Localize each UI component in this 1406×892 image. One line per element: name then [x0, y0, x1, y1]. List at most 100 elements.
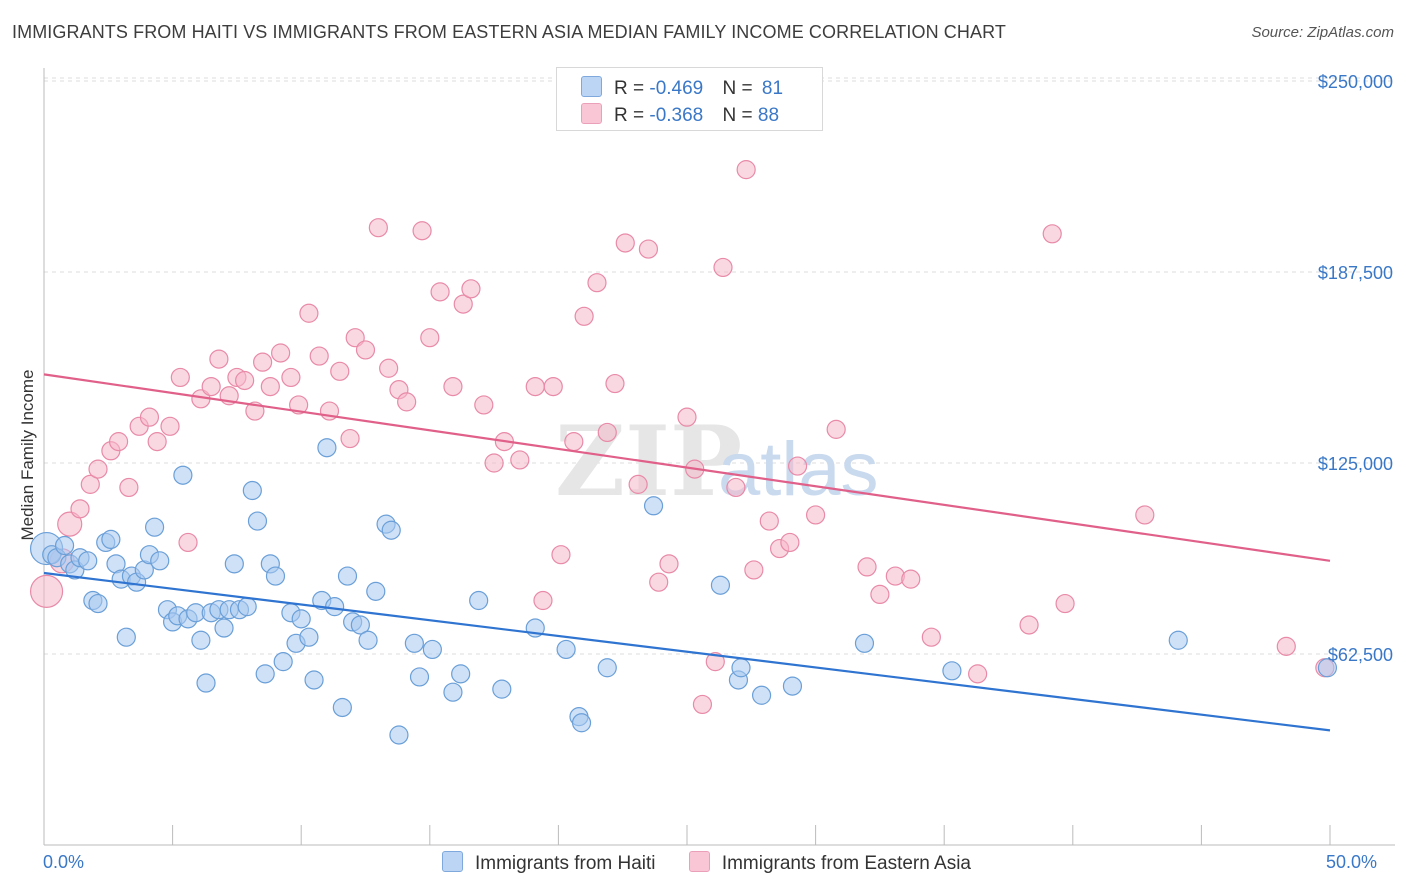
asia-point: [271, 343, 291, 363]
haiti-point: [325, 597, 345, 617]
legend-asia-swatch: [688, 851, 710, 872]
asia-point: [551, 545, 571, 565]
asia-point: [744, 560, 764, 580]
asia-point: [780, 532, 800, 553]
haiti-point: [242, 480, 262, 501]
haiti-point: [571, 713, 592, 733]
asia-point: [921, 627, 941, 647]
asia-point: [564, 432, 584, 452]
haiti-point: [358, 630, 378, 650]
zipatlas-watermark: ZIP atlas: [555, 405, 879, 518]
haiti-point: [942, 661, 962, 681]
y-tick-label: $125,000: [1318, 454, 1393, 474]
haiti-series: [29, 438, 1338, 745]
asia-swatch: [581, 103, 602, 124]
asia-trend-line: [43, 373, 1331, 562]
asia-point: [574, 306, 594, 326]
asia-point: [209, 349, 229, 369]
asia-point: [345, 328, 365, 348]
asia-point: [1135, 505, 1155, 525]
haiti-n-value: 81: [761, 78, 784, 99]
asia-point: [108, 432, 129, 452]
asia-point: [340, 428, 360, 449]
asia-point: [1276, 636, 1296, 656]
series-legend: Immigrants from Haiti Immigrants from Ea…: [442, 851, 999, 875]
haiti-point: [782, 676, 803, 696]
legend-item-haiti: Immigrants from Haiti: [442, 851, 656, 875]
haiti-point: [451, 664, 471, 684]
asia-point: [420, 328, 440, 348]
asia-point: [605, 373, 625, 394]
asia-point: [787, 456, 808, 476]
asia-point: [677, 407, 697, 427]
haiti-point: [78, 551, 98, 571]
asia-r-value: -0.368: [649, 105, 704, 126]
asia-point: [119, 477, 139, 498]
asia-point: [826, 419, 846, 439]
legend-haiti-label: Immigrants from Haiti: [475, 853, 656, 874]
haiti-point: [1168, 630, 1188, 650]
asia-point: [726, 477, 746, 498]
asia-point: [597, 422, 617, 443]
asia-point: [299, 303, 319, 323]
haiti-point: [224, 554, 244, 574]
haiti-point: [389, 725, 409, 745]
asia-point: [201, 377, 221, 397]
haiti-point: [273, 652, 293, 672]
asia-point: [430, 282, 450, 302]
asia-point: [870, 584, 890, 605]
y-tick-label: $62,500: [1328, 645, 1393, 665]
asia-point: [615, 233, 635, 253]
x-tick-min: 0.0%: [43, 852, 85, 872]
haiti-point: [1317, 658, 1338, 678]
haiti-point: [443, 682, 463, 702]
asia-point: [587, 273, 607, 293]
asia-point: [759, 511, 779, 531]
asia-point: [281, 367, 301, 388]
asia-point: [461, 279, 481, 299]
asia-point: [260, 377, 280, 397]
haiti-point: [299, 627, 319, 647]
trend-lines: [43, 373, 1331, 732]
y-tick-labels: $62,500 $125,000 $187,500 $250,000: [1318, 72, 1393, 665]
haiti-point: [54, 535, 75, 556]
asia-point: [1055, 593, 1075, 614]
haiti-point: [144, 517, 165, 537]
asia-point: [88, 459, 108, 479]
asia-point: [443, 377, 463, 397]
haiti-point: [469, 590, 489, 611]
asia-n-value: 88: [757, 105, 780, 126]
asia-point: [29, 574, 64, 608]
haiti-point: [710, 575, 731, 595]
haiti-point: [751, 685, 772, 705]
asia-point: [474, 395, 494, 415]
asia-point: [638, 239, 659, 259]
haiti-point: [291, 609, 311, 629]
y-tick-label: $187,500: [1318, 263, 1393, 283]
asia-point: [885, 566, 905, 586]
asia-point: [70, 499, 90, 519]
asia-point: [857, 557, 877, 577]
haiti-swatch: [581, 76, 602, 97]
legend-asia-label: Immigrants from Eastern Asia: [721, 853, 972, 874]
asia-point: [178, 532, 198, 553]
axes: [43, 68, 1395, 846]
haiti-point: [492, 679, 512, 699]
asia-point: [235, 370, 255, 391]
haiti-point: [409, 667, 430, 687]
haiti-point: [255, 664, 275, 684]
asia-point: [412, 221, 432, 241]
correlation-legend: R = -0.469 N = 81 R = -0.368 N = 88: [556, 67, 823, 131]
asia-point: [1019, 615, 1039, 635]
legend-row-haiti: R = -0.469 N = 81: [581, 76, 783, 100]
haiti-point: [381, 520, 401, 540]
haiti-point: [116, 627, 136, 647]
haiti-n-label: N =: [722, 78, 758, 99]
asia-point: [713, 257, 733, 278]
haiti-point: [350, 615, 370, 635]
haiti-r-value: -0.469: [649, 78, 704, 99]
asia-point: [170, 367, 190, 388]
haiti-point: [404, 633, 424, 653]
chart-title: IMMIGRANTS FROM HAITI VS IMMIGRANTS FROM…: [12, 22, 1006, 42]
